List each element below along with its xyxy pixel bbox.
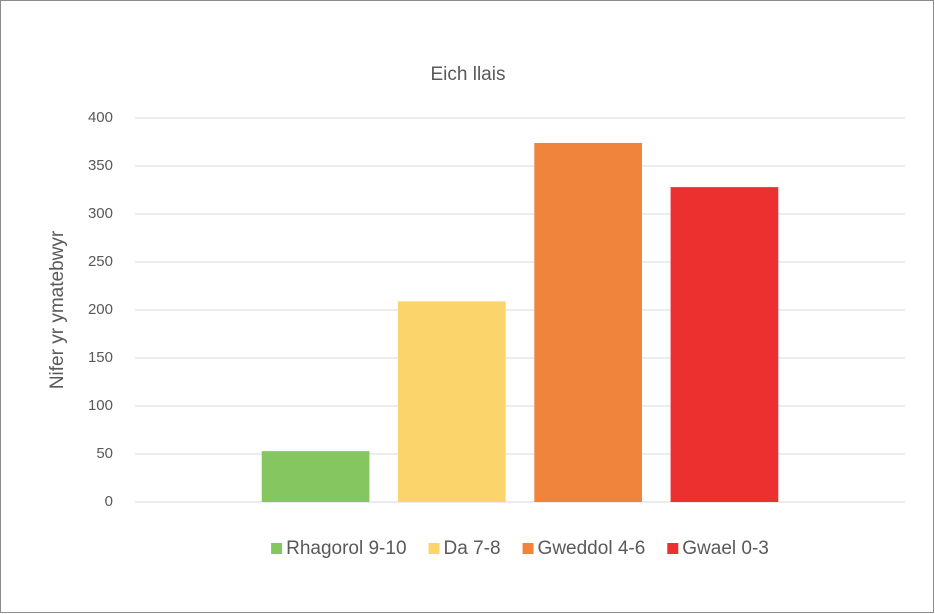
y-axis-label: Nifer yr ymatebwyr	[47, 230, 68, 389]
legend-swatch	[522, 543, 534, 554]
y-tick-label: 150	[88, 349, 113, 366]
legend-swatch	[667, 543, 679, 554]
bar	[261, 451, 370, 502]
legend-label: Gweddol 4-6	[538, 538, 646, 559]
y-tick-label: 0	[105, 493, 113, 510]
legend-label: Rhagorol 9-10	[286, 538, 406, 559]
y-tick-label: 50	[96, 445, 113, 462]
y-tick-label: 300	[88, 205, 113, 222]
chart-title: Eich llais	[431, 64, 506, 85]
legend-label: Da 7-8	[444, 538, 501, 559]
legend-swatch	[428, 543, 440, 554]
y-tick-label: 100	[88, 397, 113, 414]
bar	[534, 142, 642, 502]
bar	[398, 301, 506, 502]
y-tick-label: 400	[88, 109, 113, 126]
legend-label: Gwael 0-3	[682, 538, 769, 559]
y-tick-label: 350	[88, 157, 113, 174]
bar	[670, 187, 779, 502]
legend-swatch	[271, 543, 283, 554]
y-tick-label: 250	[88, 253, 113, 270]
y-tick-label: 200	[88, 301, 113, 318]
